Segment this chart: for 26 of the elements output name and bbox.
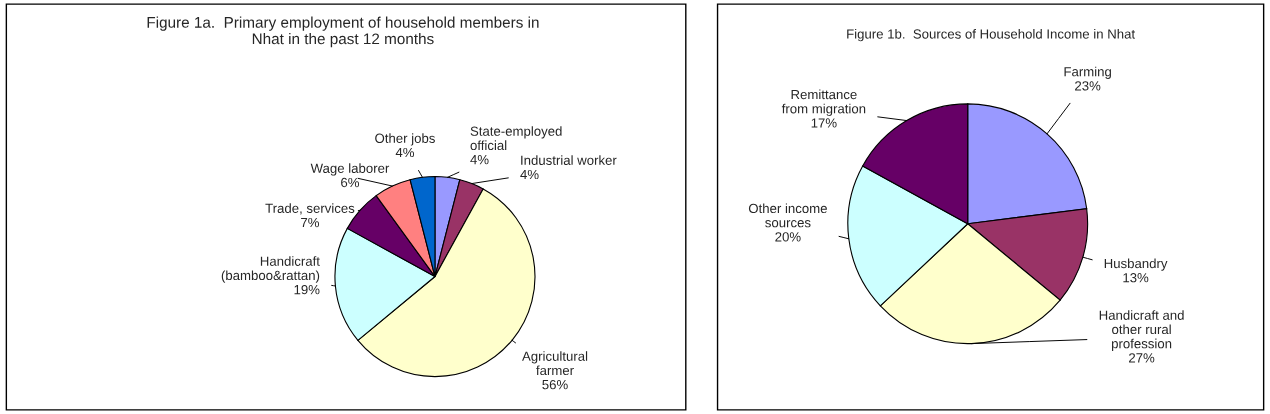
data-label: 19% (294, 284, 320, 295)
data-label: 4% (520, 169, 539, 180)
data-label: 27% (1129, 353, 1155, 363)
slice-label: Other jobs (375, 133, 435, 146)
data-label: 7% (301, 217, 320, 228)
data-label: 4% (470, 154, 489, 165)
data-label: 20% (775, 232, 801, 242)
data-label: 4% (395, 147, 415, 158)
slice-label: Farming (1064, 66, 1111, 79)
data-label: 56% (542, 379, 568, 390)
slice-label: Handicraft and other rural profession (1099, 310, 1184, 351)
slice-label: Agricultural farmer (522, 351, 588, 376)
slice-label: Other income sources (748, 203, 827, 228)
data-label: 6% (341, 177, 360, 188)
slice-label: State-employed official (470, 126, 562, 151)
slice-label: Handicraft (bamboo&rattan) (221, 256, 320, 283)
chart-title: Figure 1a. Primary employment of household members in Nhat in the past 12 months (147, 16, 539, 48)
slice-label: Trade, services (265, 203, 355, 215)
slice-label: Remittance from migration (781, 89, 866, 117)
slice-label: Wage laborer (310, 163, 390, 176)
chart-title: Figure 1b. Sources of Household Income in Nhat (847, 28, 1135, 42)
data-label: 13% (1123, 273, 1149, 283)
data-label: 17% (811, 118, 837, 128)
slice-label: Industrial worker (521, 155, 617, 165)
data-label: 23% (1075, 81, 1101, 91)
slice-label: Husbandry (1104, 258, 1168, 271)
